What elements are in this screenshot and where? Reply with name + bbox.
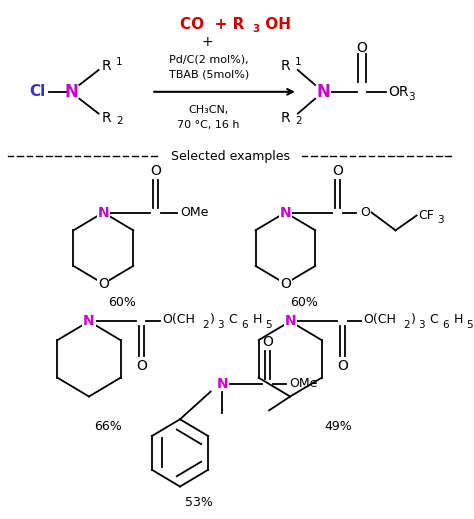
Text: O: O <box>337 359 348 373</box>
Text: N: N <box>65 83 79 101</box>
Text: O: O <box>356 42 367 56</box>
Text: 3: 3 <box>419 320 425 330</box>
Text: 66%: 66% <box>94 420 122 433</box>
Text: 2: 2 <box>116 116 122 127</box>
Text: Pd/C(2 mol%),: Pd/C(2 mol%), <box>169 54 248 64</box>
Text: N: N <box>280 206 291 220</box>
Text: 3: 3 <box>437 215 443 225</box>
Text: 3: 3 <box>408 92 415 102</box>
Text: 60%: 60% <box>109 296 137 309</box>
Text: O: O <box>280 277 291 291</box>
Text: ): ) <box>210 313 215 326</box>
Text: N: N <box>83 315 95 329</box>
Text: CH₃CN,: CH₃CN, <box>189 105 229 115</box>
Text: CO  + R: CO + R <box>180 17 245 32</box>
Text: 5: 5 <box>265 320 272 330</box>
Text: N: N <box>317 83 331 101</box>
Text: C: C <box>426 313 439 326</box>
Text: OMe: OMe <box>180 206 209 219</box>
Text: 70 °C, 16 h: 70 °C, 16 h <box>177 120 240 130</box>
Text: 6: 6 <box>241 320 248 330</box>
Text: 49%: 49% <box>324 420 352 433</box>
Text: O: O <box>332 164 343 178</box>
Text: O(CH: O(CH <box>162 313 195 326</box>
Text: O(CH: O(CH <box>363 313 396 326</box>
Text: R: R <box>101 111 111 125</box>
Text: OMe: OMe <box>289 377 318 390</box>
Text: O: O <box>98 277 109 291</box>
Text: CF: CF <box>419 209 434 222</box>
Text: Cl: Cl <box>29 84 46 99</box>
Text: C: C <box>225 313 238 326</box>
Text: 3: 3 <box>252 24 259 34</box>
Text: R: R <box>281 111 290 125</box>
Text: O: O <box>360 206 370 219</box>
Text: 2: 2 <box>295 116 301 127</box>
Text: N: N <box>98 206 109 220</box>
Text: O: O <box>150 164 161 178</box>
Text: 5: 5 <box>466 320 473 330</box>
Text: TBAB (5mol%): TBAB (5mol%) <box>169 70 249 80</box>
Text: 53%: 53% <box>185 496 213 509</box>
Text: N: N <box>284 315 296 329</box>
Text: 2: 2 <box>202 320 209 330</box>
Text: OH: OH <box>259 17 291 32</box>
Text: 3: 3 <box>218 320 224 330</box>
Text: 1: 1 <box>116 57 122 67</box>
Text: 1: 1 <box>295 57 301 67</box>
Text: +: + <box>201 35 213 49</box>
Text: 2: 2 <box>403 320 410 330</box>
Text: R: R <box>281 59 290 73</box>
Text: Selected examples: Selected examples <box>171 149 290 162</box>
Text: H: H <box>450 313 464 326</box>
Text: N: N <box>216 377 228 391</box>
Text: O: O <box>136 359 146 373</box>
Text: H: H <box>249 313 262 326</box>
Text: OR: OR <box>388 85 409 99</box>
Text: R: R <box>101 59 111 73</box>
Text: 60%: 60% <box>291 296 319 309</box>
Text: 6: 6 <box>442 320 449 330</box>
Text: O: O <box>262 335 273 349</box>
Text: ): ) <box>411 313 416 326</box>
